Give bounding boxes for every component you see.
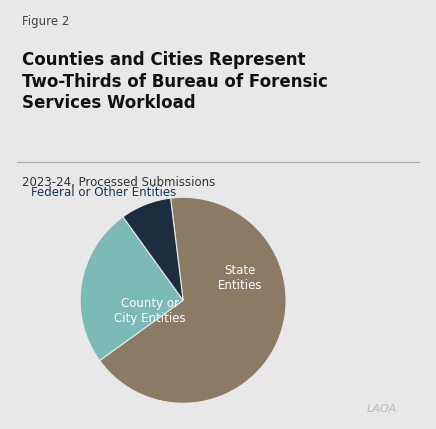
Text: LAOA: LAOA — [366, 404, 396, 414]
Text: Federal or Other Entities: Federal or Other Entities — [31, 186, 176, 199]
Wedge shape — [80, 217, 183, 360]
Text: Figure 2: Figure 2 — [22, 15, 69, 28]
Text: Counties and Cities Represent
Two-Thirds of Bureau of Forensic
Services Workload: Counties and Cities Represent Two-Thirds… — [22, 51, 328, 112]
Wedge shape — [99, 197, 286, 403]
Text: State
Entities: State Entities — [218, 264, 262, 292]
Wedge shape — [123, 198, 183, 300]
Text: County or
City Entities: County or City Entities — [114, 296, 186, 325]
Text: 2023-24, Processed Submissions: 2023-24, Processed Submissions — [22, 176, 215, 189]
